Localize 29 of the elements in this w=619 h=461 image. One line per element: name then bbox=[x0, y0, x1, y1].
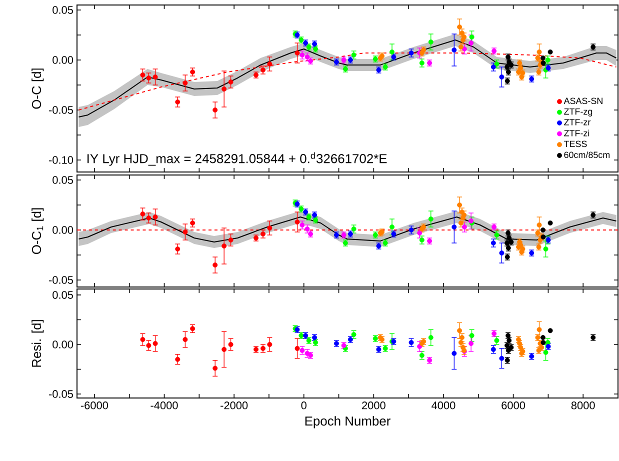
legend-label: ZTF-zi bbox=[564, 130, 590, 136]
y-axis-title: O-C$_{1}$ [d] bbox=[32, 208, 44, 254]
x-tick-label: -6000 bbox=[80, 402, 108, 410]
legend-label: TESS bbox=[564, 140, 587, 148]
y-tick-label: -0.10 bbox=[48, 156, 74, 164]
x-tick-label: 0 bbox=[301, 402, 306, 410]
y-axis-title: O-C [d] bbox=[32, 68, 44, 109]
x-tick-label: 2000 bbox=[362, 402, 386, 410]
y-axis-title: Resi. [d] bbox=[32, 320, 44, 367]
y-tick-label: -0.05 bbox=[48, 390, 74, 398]
x-tick-label: -4000 bbox=[150, 402, 178, 410]
x-axis-title: Epoch Number bbox=[305, 416, 390, 428]
y-tick-label: -0.05 bbox=[48, 276, 74, 284]
x-tick-label: 4000 bbox=[432, 402, 456, 410]
y-tick-label: 0.00 bbox=[52, 226, 74, 234]
y-tick-label: 0.05 bbox=[52, 291, 74, 299]
legend-label: ASAS-SN bbox=[564, 98, 602, 104]
legend-label: ZTF-zg bbox=[564, 108, 592, 116]
y-tick-label: 0.05 bbox=[52, 6, 74, 14]
legend-label: ZTF-zr bbox=[564, 119, 591, 126]
legend-label: 60cm/85cm bbox=[564, 151, 610, 158]
x-tick-label: 6000 bbox=[502, 402, 526, 410]
annotation: IY Lyr HJD_max = 2458291.05844 + 0.$^{d}$32661702*E bbox=[88, 152, 387, 166]
y-tick-label: -0.05 bbox=[48, 106, 74, 114]
x-tick-label: 8000 bbox=[571, 402, 595, 410]
y-tick-label: 0.05 bbox=[52, 176, 74, 184]
y-tick-label: 0.00 bbox=[52, 340, 74, 348]
x-tick-label: -2000 bbox=[220, 402, 248, 410]
y-tick-label: 0.00 bbox=[52, 56, 74, 64]
